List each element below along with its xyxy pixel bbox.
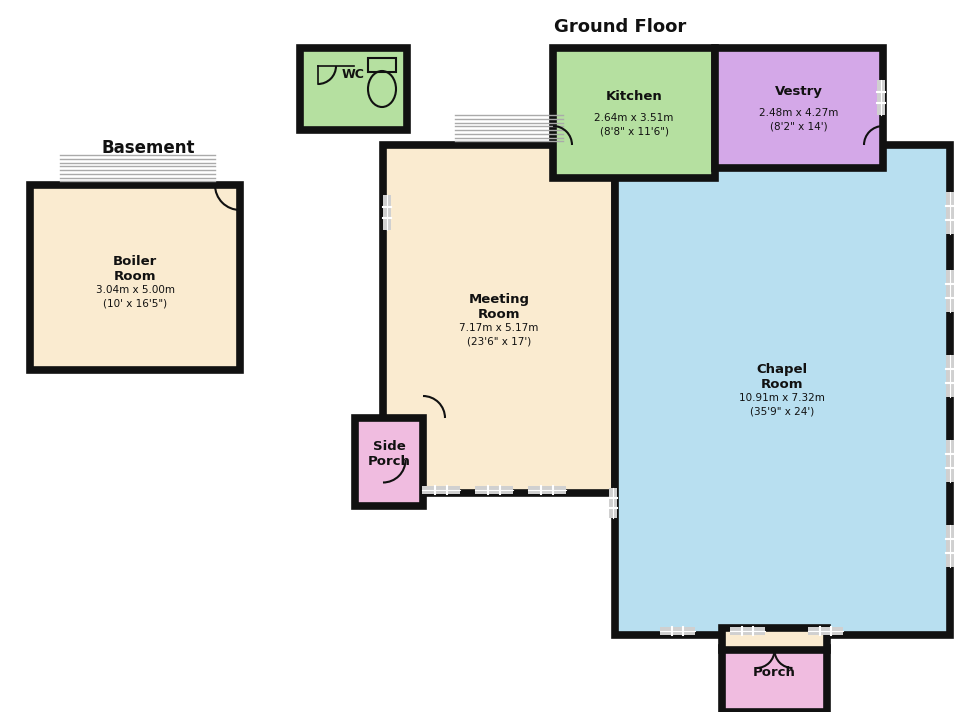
Text: Ground Floor: Ground Floor bbox=[554, 18, 686, 36]
Text: Vestry: Vestry bbox=[775, 85, 823, 98]
Bar bbox=[300, 48, 407, 130]
Bar bbox=[808, 627, 843, 635]
Text: Meeting
Room: Meeting Room bbox=[468, 293, 529, 321]
Bar bbox=[660, 627, 695, 635]
Bar bbox=[475, 486, 513, 494]
Text: Chapel
Room: Chapel Room bbox=[757, 363, 808, 391]
Text: 10.91m x 7.32m
(35'9" x 24'): 10.91m x 7.32m (35'9" x 24') bbox=[739, 394, 825, 417]
Bar bbox=[528, 486, 566, 494]
Bar bbox=[946, 192, 954, 234]
Text: 3.04m x 5.00m
(10' x 16'5"): 3.04m x 5.00m (10' x 16'5") bbox=[95, 286, 174, 308]
Bar bbox=[368, 58, 396, 72]
Bar bbox=[722, 648, 827, 712]
Text: 2.48m x 4.27m
(8'2" x 14'): 2.48m x 4.27m (8'2" x 14') bbox=[760, 108, 839, 132]
Bar bbox=[946, 440, 954, 482]
Text: 7.17m x 5.17m
(23'6" x 17'): 7.17m x 5.17m (23'6" x 17') bbox=[460, 323, 539, 347]
Bar bbox=[722, 628, 827, 650]
Bar bbox=[30, 185, 240, 370]
Text: Porch: Porch bbox=[753, 666, 796, 679]
Bar bbox=[355, 418, 423, 506]
Bar bbox=[730, 627, 765, 635]
Text: Basement: Basement bbox=[101, 139, 195, 157]
Text: Side
Porch: Side Porch bbox=[368, 440, 411, 468]
Bar bbox=[946, 270, 954, 312]
Bar bbox=[422, 486, 460, 494]
Bar bbox=[615, 145, 950, 635]
Bar bbox=[609, 488, 617, 518]
Text: Kitchen: Kitchen bbox=[606, 90, 662, 103]
Text: Boiler
Room: Boiler Room bbox=[113, 255, 157, 283]
Bar bbox=[383, 145, 615, 493]
Text: WC: WC bbox=[342, 68, 365, 81]
Bar bbox=[946, 355, 954, 397]
Bar bbox=[715, 48, 883, 168]
Bar bbox=[877, 80, 885, 115]
Bar bbox=[383, 195, 391, 230]
Bar bbox=[553, 48, 715, 178]
Bar bbox=[946, 525, 954, 567]
Text: 2.64m x 3.51m
(8'8" x 11'6"): 2.64m x 3.51m (8'8" x 11'6") bbox=[594, 113, 673, 137]
